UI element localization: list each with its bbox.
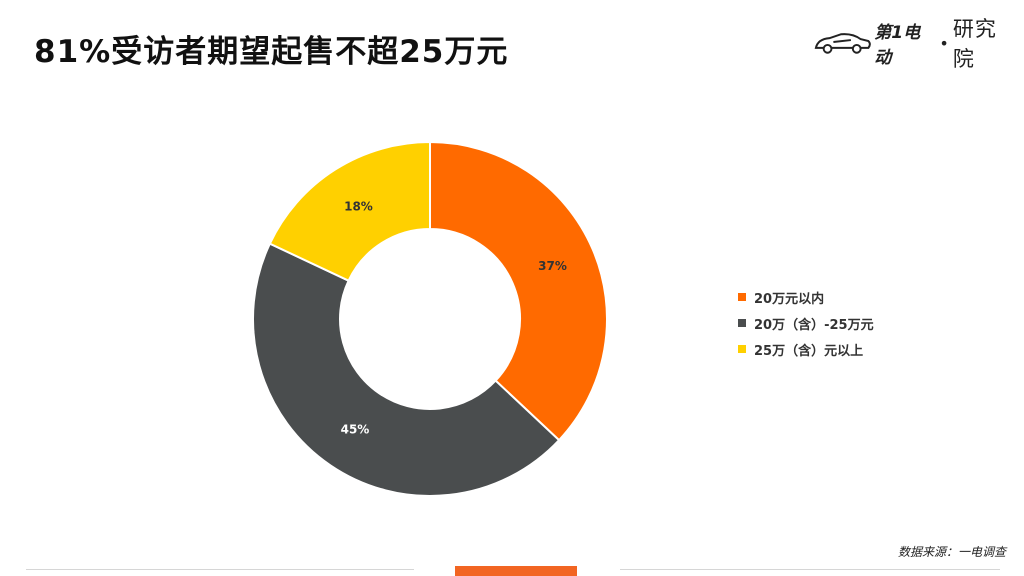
legend-item-2: 20万（含）-25万元: [738, 310, 874, 336]
page-title: 81%受访者期望起售不超25万元: [34, 34, 509, 70]
donut-slice-3: [268, 140, 431, 283]
footer-divider-left: [26, 569, 414, 570]
data-source-note: 数据来源：一电调查: [897, 545, 1006, 559]
footer-divider-right: [620, 569, 1000, 570]
legend-swatch: [738, 319, 746, 327]
chart-legend: 20万元以内 20万（含）-25万元 25万（含）元以上: [738, 284, 874, 362]
donut-slice-label-1: 37%: [538, 259, 567, 273]
legend-label: 25万（含）元以上: [754, 343, 864, 359]
legend-label: 20万元以内: [754, 291, 825, 307]
donut-slice-label-2: 45%: [341, 422, 370, 436]
logo-institute-text: 研究院: [952, 17, 997, 71]
legend-label: 20万（含）-25万元: [754, 317, 874, 333]
car-logo-icon: [814, 33, 871, 54]
legend-swatch: [738, 345, 746, 353]
donut-slice-2: [252, 242, 561, 497]
brand-logo: 第1电动 • 研究院: [812, 17, 1017, 71]
legend-item-1: 20万元以内: [738, 284, 874, 310]
logo-brand-text: 第1电动: [874, 23, 921, 68]
legend-item-3: 25万（含）元以上: [738, 336, 874, 362]
donut-slice-label-3: 18%: [344, 199, 373, 213]
donut-slice-1: [429, 140, 608, 442]
legend-swatch: [738, 293, 746, 301]
logo-separator: •: [939, 33, 949, 53]
footer-accent-bar: [455, 566, 577, 576]
